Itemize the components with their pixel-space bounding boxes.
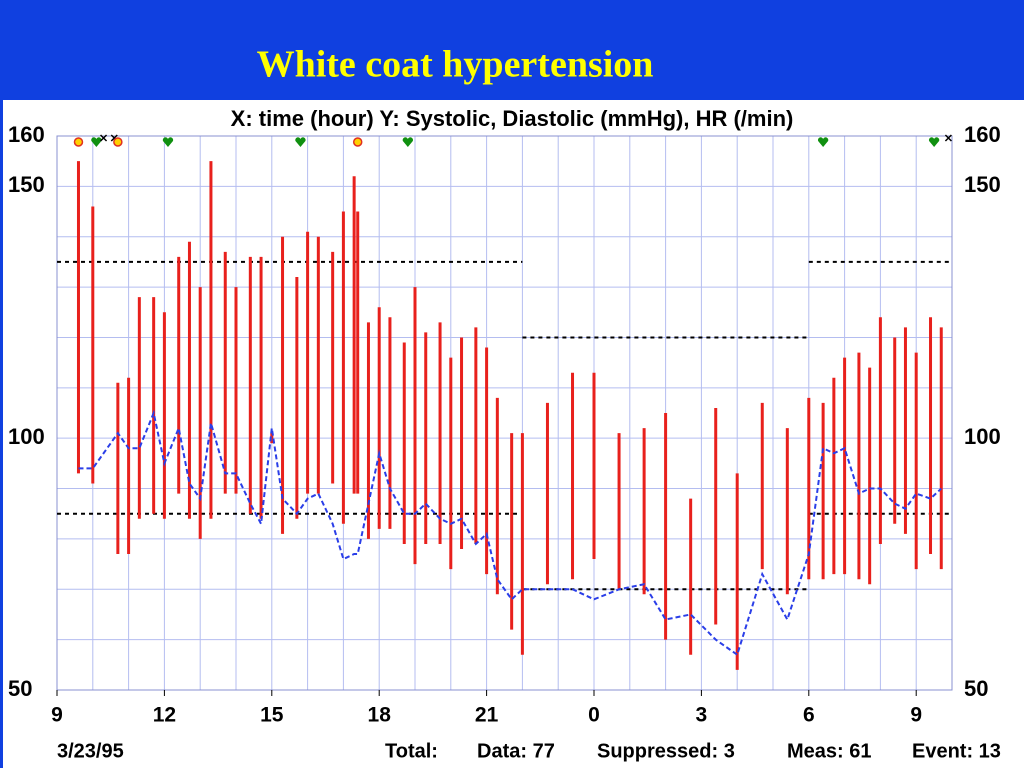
header-band <box>0 0 1024 100</box>
x-tick-label: 6 <box>803 704 815 727</box>
y2-tick-label: 150 <box>964 172 1001 197</box>
footer-total: Total: <box>385 740 438 762</box>
event-heart <box>402 137 414 147</box>
footer-meas: Meas: 61 <box>787 740 872 762</box>
x-tick-label: 15 <box>260 704 284 727</box>
y2-tick-label: 160 <box>964 122 1001 147</box>
x-tick-label: 9 <box>51 704 63 727</box>
x-tick-label: 0 <box>588 704 600 727</box>
event-circle <box>113 137 123 147</box>
footer-suppressed: Suppressed: 3 <box>597 740 735 762</box>
footer-event: Event: 13 <box>912 740 1001 762</box>
x-tick-label: 18 <box>368 704 392 727</box>
event-cross <box>944 134 952 142</box>
event-heart <box>91 137 102 147</box>
y-tick-label: 160 <box>8 122 45 147</box>
chart-title: X: time (hour) Y: Systolic, Diastolic (m… <box>231 106 794 131</box>
event-cross <box>100 134 108 142</box>
event-heart <box>162 137 174 147</box>
y-tick-label: 100 <box>8 424 45 449</box>
x-tick-label: 9 <box>910 704 922 727</box>
event-circle <box>73 137 84 147</box>
y2-tick-label: 100 <box>964 424 1001 449</box>
y-tick-label: 50 <box>8 676 32 701</box>
heart-rate-line <box>78 409 942 657</box>
footer-data: Data: 77 <box>477 740 555 762</box>
event-heart <box>295 137 306 147</box>
footer-date: 3/23/95 <box>57 740 124 762</box>
event-heart <box>817 137 829 147</box>
chart-panel <box>3 100 1024 768</box>
x-tick-label: 21 <box>475 704 499 727</box>
event-heart <box>928 137 940 147</box>
x-tick-label: 12 <box>153 704 176 727</box>
y-tick-label: 150 <box>8 172 45 197</box>
event-circle <box>352 137 363 147</box>
plot-frame <box>56 135 953 691</box>
slide-title: White coat hypertension <box>257 44 654 86</box>
y2-tick-label: 50 <box>964 676 988 701</box>
x-tick-label: 3 <box>696 704 708 727</box>
